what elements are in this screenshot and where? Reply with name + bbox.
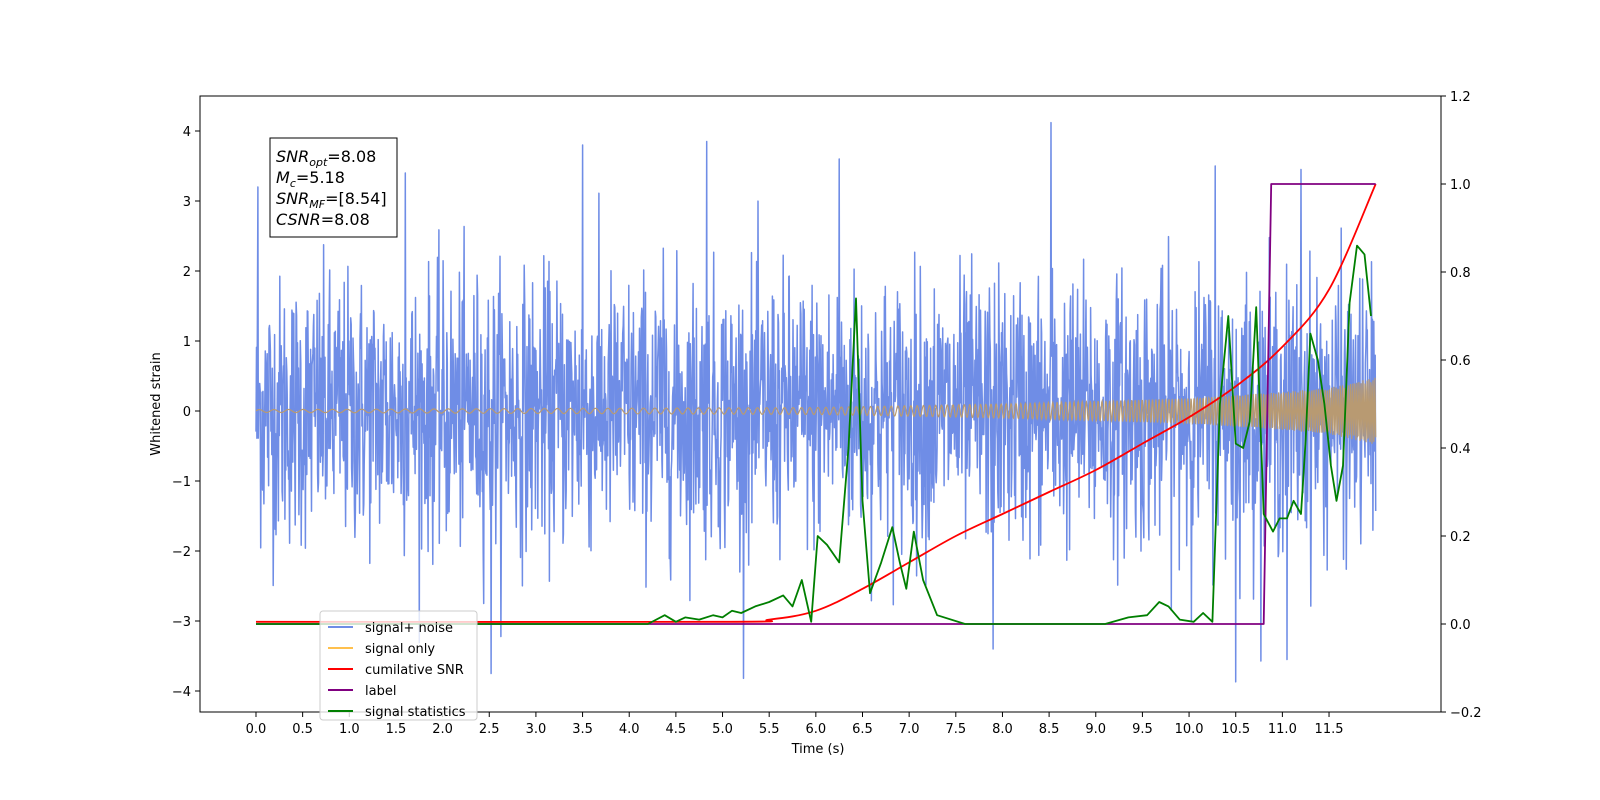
series-signal-only — [255, 377, 1377, 444]
y-tick-label: 3 — [183, 195, 191, 210]
x-tick-label: 4.5 — [666, 722, 687, 737]
x-tick-label: 1.5 — [386, 722, 407, 737]
x-axis: 0.0 0.5 1.0 1.5 2.0 2.5 3.0 3.5 4.0 4.5 5.0 5.5 6.0 6… — [246, 712, 1344, 737]
x-tick-label: 4.0 — [619, 722, 640, 737]
y-tick-label: −1 — [172, 475, 191, 490]
legend-label: signal statistics — [365, 705, 466, 720]
x-tick-label: 11.0 — [1268, 722, 1297, 737]
series-signal-noise — [255, 121, 1377, 683]
y2-tick-label: 0.0 — [1450, 618, 1471, 633]
y-tick-label: 4 — [183, 125, 191, 140]
x-tick-label: 0.0 — [246, 722, 267, 737]
x-tick-label: 1.0 — [339, 722, 360, 737]
series-layer — [255, 121, 1377, 683]
x-tick-label: 11.5 — [1315, 722, 1344, 737]
x-tick-label: 5.5 — [759, 722, 780, 737]
series-signal-statistics — [256, 244, 1372, 625]
series-label — [256, 183, 1376, 625]
y-tick-label: 0 — [183, 405, 191, 420]
legend-label: signal+ noise — [365, 621, 453, 636]
y-tick-label: −2 — [172, 545, 191, 560]
annotation-line: SNRopt=8.08 — [276, 147, 376, 169]
y2-tick-label: −0.2 — [1450, 706, 1482, 721]
annotation-line: SNRMF=[8.54] — [276, 189, 387, 211]
x-tick-label: 0.5 — [292, 722, 313, 737]
annotation-line: CSNR=8.08 — [276, 210, 370, 229]
x-axis-label: Time (s) — [791, 742, 845, 757]
x-tick-label: 6.0 — [805, 722, 826, 737]
y2-tick-label: 0.2 — [1450, 530, 1471, 545]
y2-tick-label: 1.2 — [1450, 90, 1471, 105]
y2-tick-label: 0.4 — [1450, 442, 1471, 457]
legend-label: signal only — [365, 642, 435, 657]
y2-tick-label: 1.0 — [1450, 178, 1471, 193]
y-tick-label: 2 — [183, 265, 191, 280]
y2-tick-label: 0.8 — [1450, 266, 1471, 281]
x-tick-label: 5.0 — [712, 722, 733, 737]
x-tick-label: 2.0 — [432, 722, 453, 737]
x-tick-label: 10.0 — [1175, 722, 1204, 737]
series-cumulative-snr — [255, 183, 1377, 623]
x-tick-label: 9.5 — [1132, 722, 1153, 737]
y-tick-label: −4 — [172, 685, 191, 700]
y-axis: 4 3 2 1 0 −1 −2 −3 −4 — [172, 125, 200, 700]
y2-tick-label: 0.6 — [1450, 354, 1471, 369]
x-tick-label: 2.5 — [479, 722, 500, 737]
legend-label: cumilative SNR — [365, 663, 464, 678]
x-tick-label: 3.0 — [526, 722, 547, 737]
x-tick-label: 8.0 — [992, 722, 1013, 737]
y-tick-label: −3 — [172, 615, 191, 630]
plot-frame — [199, 95, 1442, 713]
x-tick-label: 3.5 — [572, 722, 593, 737]
x-tick-label: 7.5 — [945, 722, 966, 737]
x-tick-label: 6.5 — [852, 722, 873, 737]
annotation-line: Mc=5.18 — [276, 168, 345, 190]
x-tick-label: 7.0 — [899, 722, 920, 737]
y-axis-label: Whitened strain — [149, 352, 164, 455]
x-tick-label: 10.5 — [1221, 722, 1250, 737]
y2-axis: 1.2 1.0 0.8 0.6 0.4 0.2 0.0 −0.2 — [1441, 90, 1482, 721]
x-tick-label: 8.5 — [1039, 722, 1060, 737]
y-tick-label: 1 — [183, 335, 191, 350]
legend: signal+ noise signal only cumilative SNR la… — [319, 610, 478, 721]
x-tick-label: 9.0 — [1085, 722, 1106, 737]
legend-label: label — [365, 684, 396, 699]
